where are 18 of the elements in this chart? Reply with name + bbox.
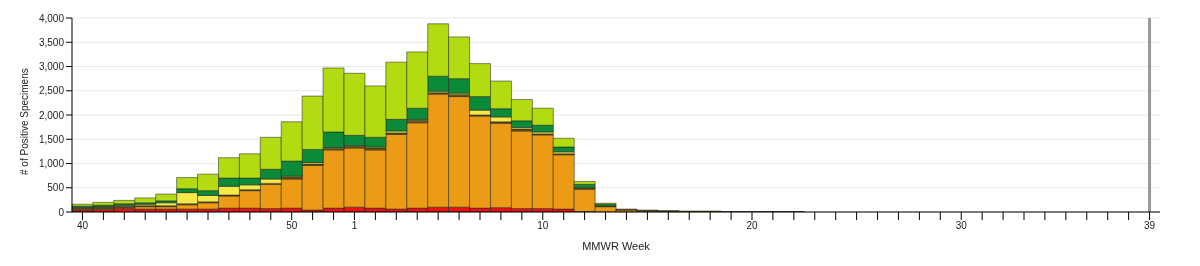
x-tick-label: 50: [286, 220, 298, 232]
y-tick-label: 1,000: [38, 158, 65, 170]
y-tick-label: 0: [58, 206, 65, 218]
y-tick-label: 2,500: [38, 85, 65, 97]
y-tick-label: 3,000: [38, 61, 65, 73]
y-tick-label: 4,000: [38, 12, 65, 24]
y-tick-label: 3,500: [38, 36, 65, 48]
x-tick-label: 1: [351, 220, 358, 232]
x-axis-title: MMWR Week: [582, 240, 651, 252]
x-tick-label: 40: [76, 220, 89, 232]
y-tick-label: 1,500: [38, 133, 65, 145]
y-tick-label: 500: [47, 182, 65, 194]
y-axis-title: # of Positive Specimens: [18, 68, 30, 175]
x-tick-label: 30: [955, 220, 968, 232]
x-tick-label: 39: [1143, 220, 1156, 232]
x-tick-label: 20: [746, 220, 758, 232]
y-tick-label: 2,000: [38, 109, 65, 121]
x-tick-label: 10: [537, 220, 549, 232]
